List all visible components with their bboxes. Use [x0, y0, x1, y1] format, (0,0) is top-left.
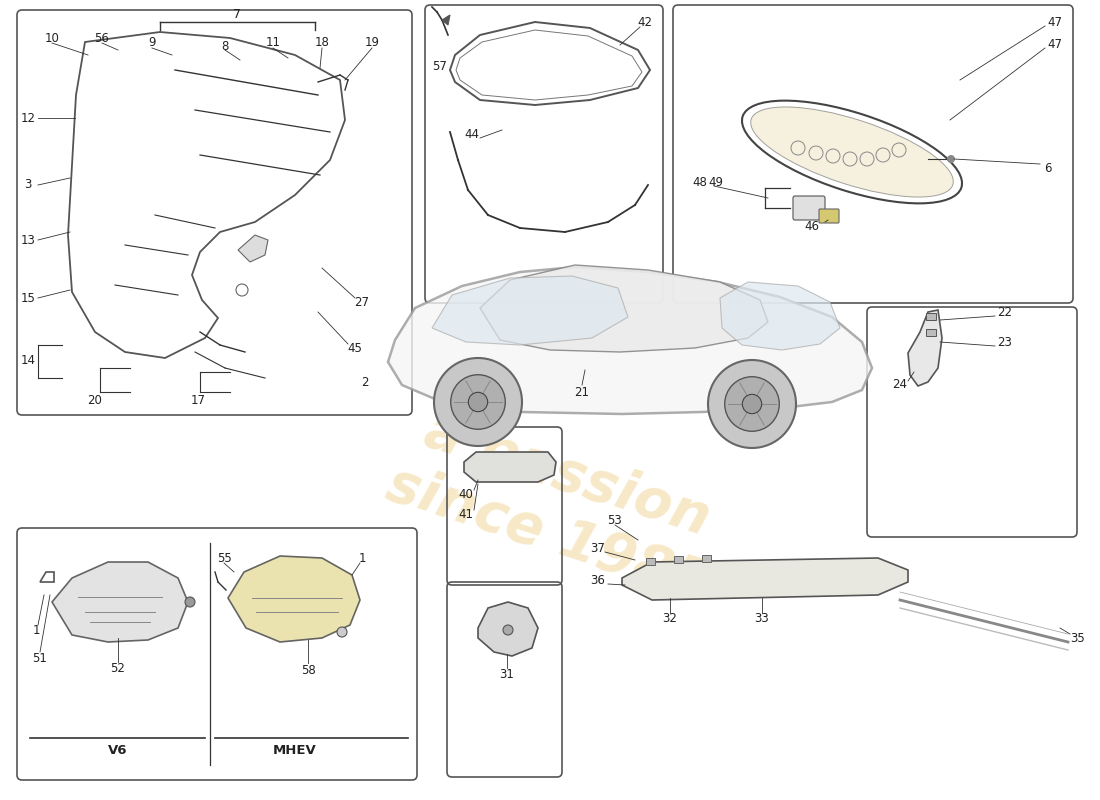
- Text: 14: 14: [21, 354, 35, 366]
- Text: 9: 9: [148, 37, 156, 50]
- Text: 37: 37: [591, 542, 605, 554]
- Polygon shape: [621, 558, 907, 600]
- Text: 36: 36: [591, 574, 605, 586]
- Text: 46: 46: [804, 219, 820, 233]
- Text: 47: 47: [1047, 38, 1063, 51]
- Text: 3: 3: [24, 178, 32, 191]
- Bar: [926, 313, 936, 320]
- Text: 44: 44: [464, 129, 480, 142]
- Text: 1: 1: [32, 623, 40, 637]
- Text: 40: 40: [459, 489, 473, 502]
- Circle shape: [469, 392, 487, 412]
- Text: 10: 10: [45, 31, 59, 45]
- Polygon shape: [52, 562, 188, 642]
- FancyBboxPatch shape: [793, 196, 825, 220]
- Circle shape: [434, 358, 522, 446]
- Text: 17: 17: [190, 394, 206, 406]
- Bar: [926, 329, 936, 336]
- Text: 48: 48: [693, 175, 707, 189]
- Text: 49: 49: [708, 175, 724, 189]
- Bar: [646, 558, 654, 565]
- Text: 6: 6: [1044, 162, 1052, 174]
- Text: 53: 53: [607, 514, 623, 526]
- Text: V6: V6: [108, 743, 128, 757]
- Text: 33: 33: [755, 611, 769, 625]
- Circle shape: [451, 374, 505, 430]
- Text: 1: 1: [359, 551, 365, 565]
- Polygon shape: [480, 265, 768, 352]
- Text: 42: 42: [638, 15, 652, 29]
- Text: 52: 52: [111, 662, 125, 674]
- Text: 41: 41: [459, 509, 473, 522]
- Text: 7: 7: [233, 9, 241, 22]
- Text: 21: 21: [574, 386, 590, 398]
- Text: 31: 31: [499, 669, 515, 682]
- Text: 18: 18: [315, 37, 329, 50]
- Text: 22: 22: [998, 306, 1012, 318]
- Text: 47: 47: [1047, 15, 1063, 29]
- Text: 32: 32: [662, 611, 678, 625]
- Text: 27: 27: [354, 295, 370, 309]
- Text: 13: 13: [21, 234, 35, 246]
- Polygon shape: [228, 556, 360, 642]
- Text: 8: 8: [221, 39, 229, 53]
- Text: a passion
since 1985: a passion since 1985: [381, 398, 736, 612]
- Bar: [702, 555, 711, 562]
- Text: 23: 23: [998, 335, 1012, 349]
- FancyBboxPatch shape: [820, 209, 839, 223]
- Polygon shape: [442, 15, 450, 25]
- Text: 12: 12: [21, 111, 35, 125]
- Text: MHEV: MHEV: [273, 743, 317, 757]
- Text: 15: 15: [21, 291, 35, 305]
- Circle shape: [725, 377, 779, 431]
- Circle shape: [503, 625, 513, 635]
- Ellipse shape: [750, 107, 954, 197]
- Text: 20: 20: [88, 394, 102, 406]
- Text: 56: 56: [95, 31, 109, 45]
- Circle shape: [947, 155, 955, 163]
- Text: 55: 55: [217, 551, 231, 565]
- Circle shape: [742, 394, 761, 414]
- Bar: [674, 556, 683, 563]
- Polygon shape: [908, 310, 942, 386]
- Text: 24: 24: [892, 378, 907, 391]
- Text: 19: 19: [364, 37, 380, 50]
- Polygon shape: [388, 267, 872, 414]
- Text: 51: 51: [33, 651, 47, 665]
- Text: 57: 57: [432, 61, 448, 74]
- Text: 35: 35: [1070, 631, 1086, 645]
- Text: 11: 11: [265, 37, 280, 50]
- Text: 2: 2: [361, 375, 368, 389]
- Circle shape: [337, 627, 346, 637]
- Text: 58: 58: [300, 663, 316, 677]
- Polygon shape: [478, 602, 538, 656]
- Polygon shape: [464, 452, 556, 482]
- Polygon shape: [720, 282, 840, 350]
- Circle shape: [185, 597, 195, 607]
- Polygon shape: [238, 235, 268, 262]
- Text: 45: 45: [348, 342, 362, 354]
- Polygon shape: [432, 276, 628, 345]
- Circle shape: [708, 360, 796, 448]
